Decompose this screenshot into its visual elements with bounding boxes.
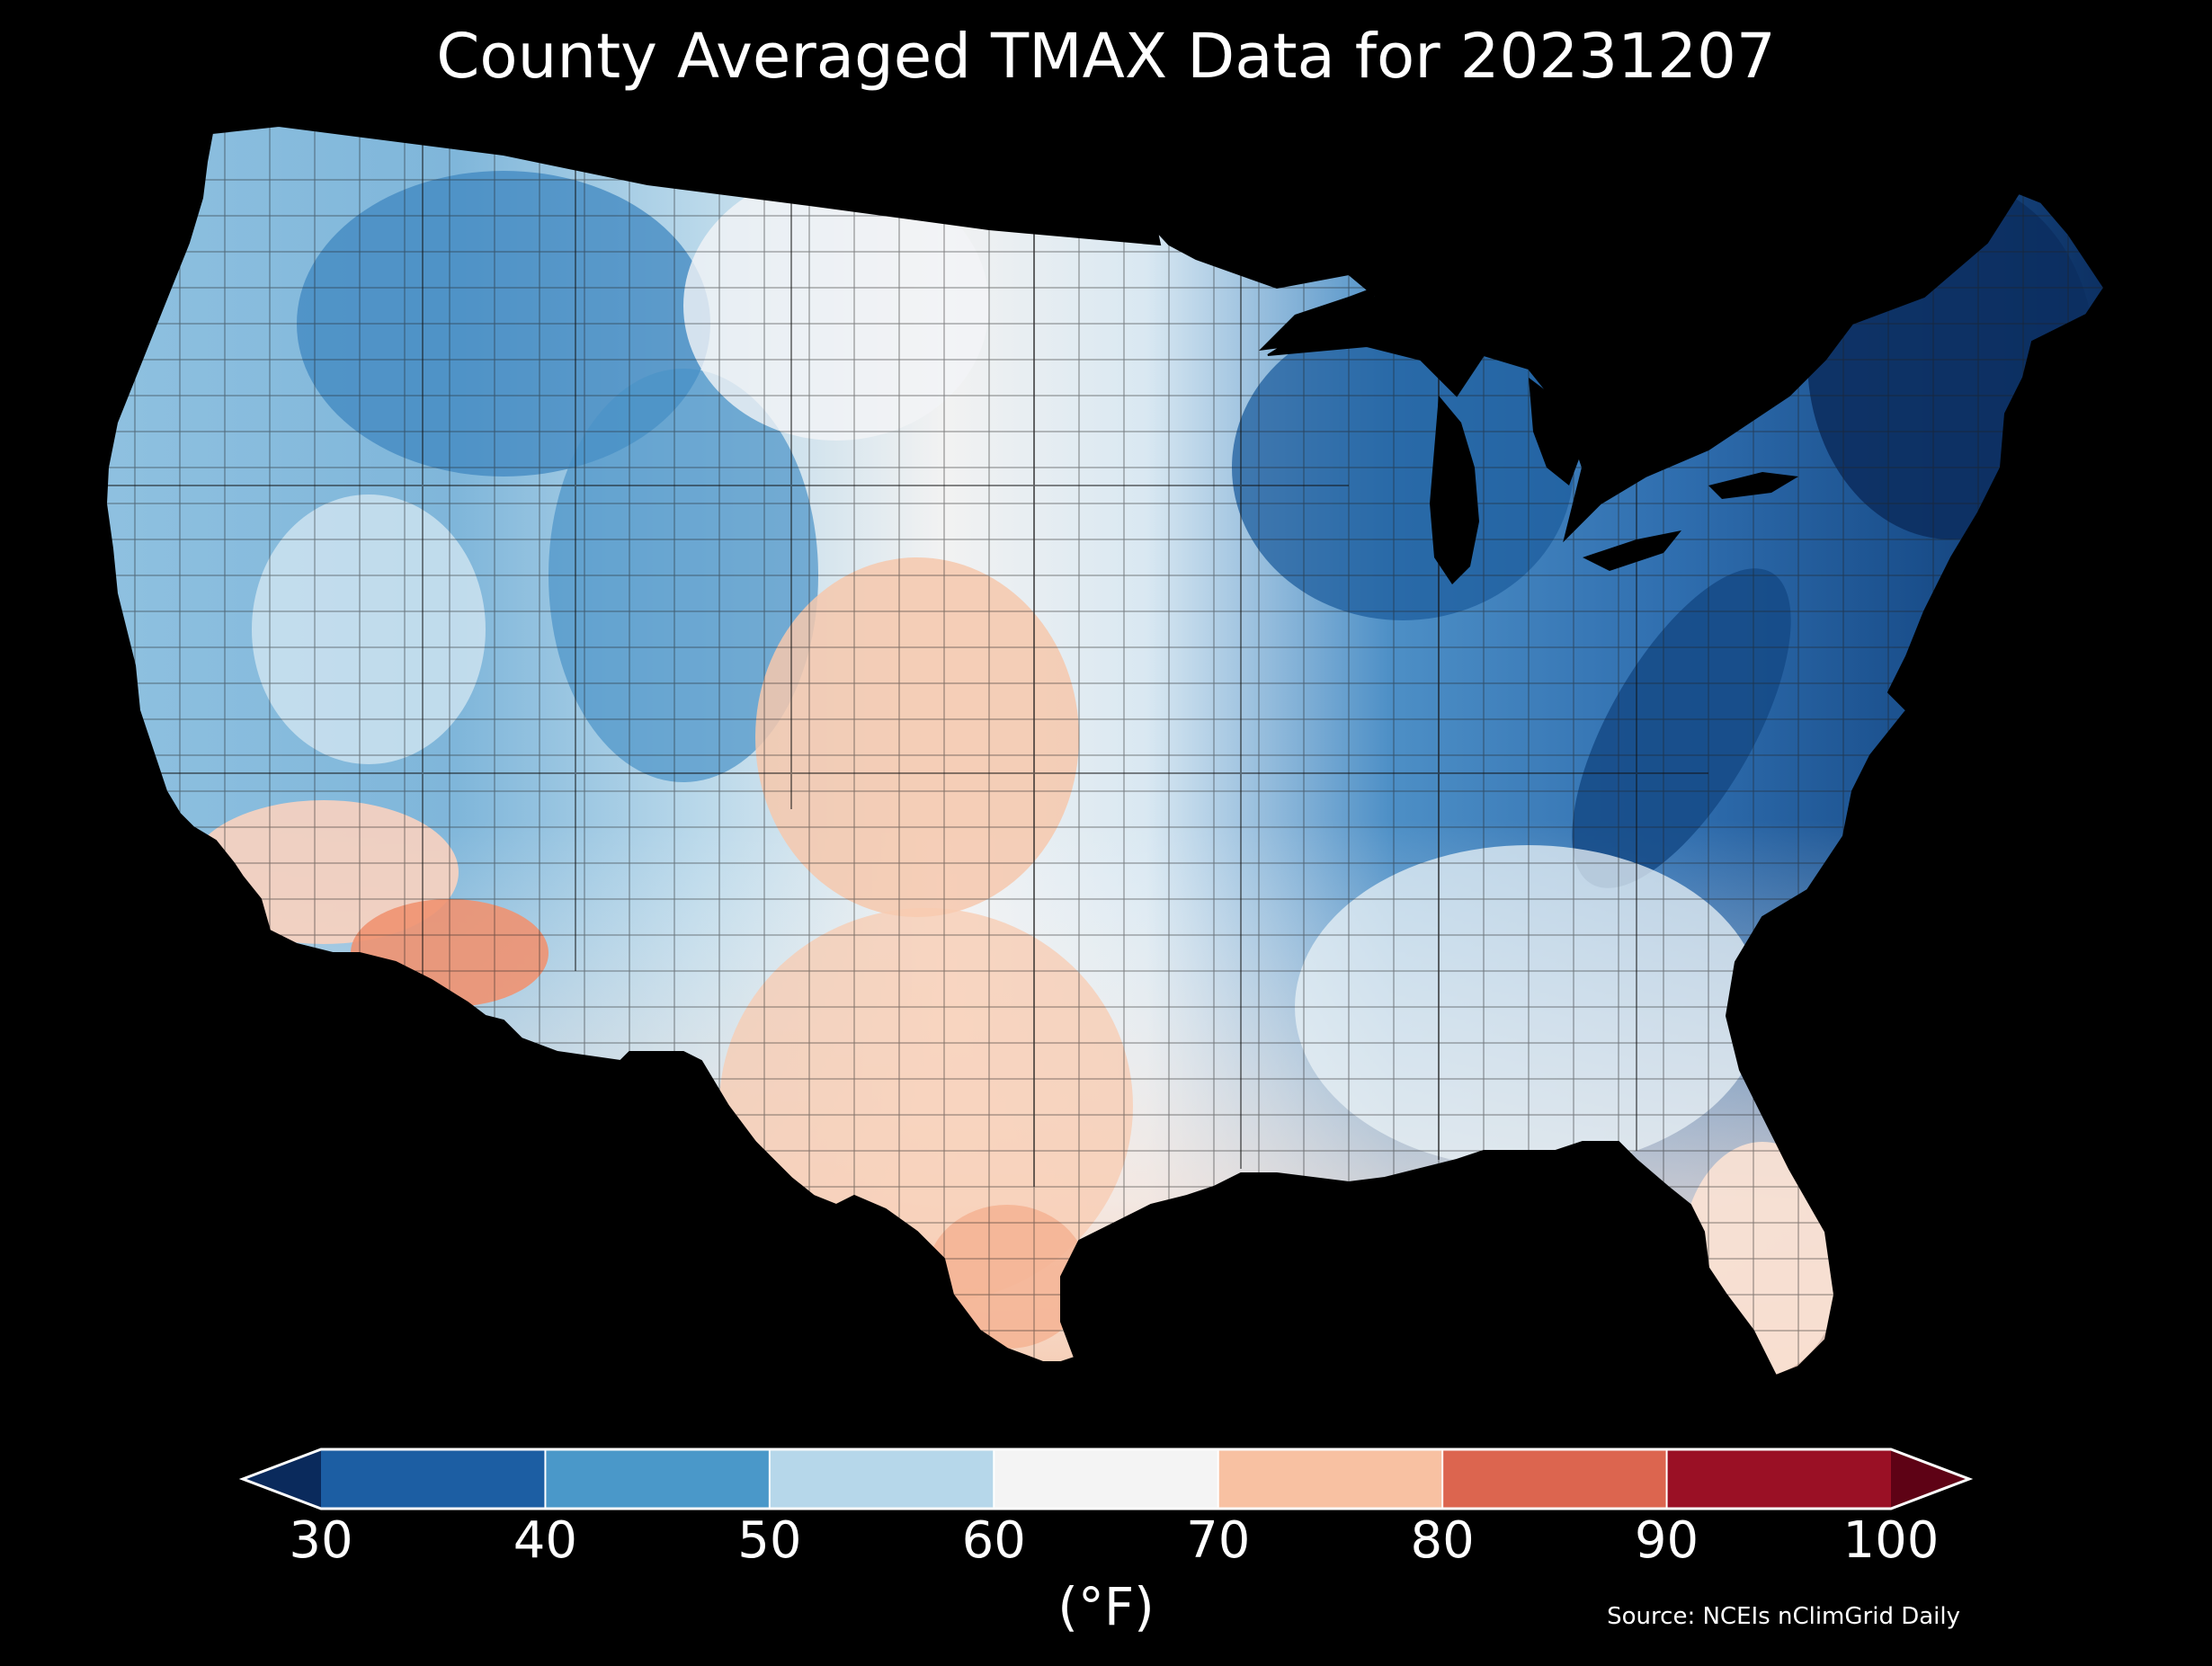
map-title: County Averaged TMAX Data for 20231207: [436, 21, 1776, 93]
colorbar-outline: [238, 1448, 1974, 1510]
colorbar-tick-label: 100: [1842, 1511, 1940, 1570]
colorbar-tick-label: 80: [1410, 1511, 1475, 1570]
colorbar-tick-label: 60: [961, 1511, 1026, 1570]
colorbar-unit-label: (°F): [1057, 1576, 1155, 1637]
colorbar: [238, 1448, 1974, 1510]
lake-michigan: [1430, 396, 1479, 584]
us-county-map: [105, 125, 2105, 1376]
colorbar-bin: [321, 1449, 546, 1509]
region-great-basin: [252, 494, 486, 764]
source-credit: Source: NCEIs nClimGrid Daily: [1607, 1603, 1960, 1630]
region-northern-plains: [683, 171, 989, 441]
region-appalachians: [1572, 568, 1791, 888]
colorbar-bin: [769, 1449, 995, 1509]
great-lakes: [1259, 283, 1798, 584]
colorbar-extend-low: [243, 1449, 321, 1509]
lake-ontario: [1708, 472, 1798, 499]
colorbar-bin: [994, 1449, 1219, 1509]
colorbar-tick-label: 90: [1634, 1511, 1699, 1570]
colorbar-extend-high: [1891, 1449, 1969, 1509]
colorbar-tick-label: 70: [1186, 1511, 1251, 1570]
state-borders: [106, 135, 1708, 1187]
colorbar-bin: [1217, 1449, 1443, 1509]
colorbar-bin: [1442, 1449, 1668, 1509]
colorbar-tick-label: 50: [737, 1511, 802, 1570]
colorbar-tick-label: 40: [513, 1511, 578, 1570]
lake-erie: [1583, 530, 1681, 571]
lake-superior: [1259, 283, 1385, 351]
colorbar-bin: [1666, 1449, 1892, 1509]
lake-huron: [1529, 378, 1583, 486]
colorbar-bin: [545, 1449, 771, 1509]
colorbar-tick-label: 30: [289, 1511, 353, 1570]
